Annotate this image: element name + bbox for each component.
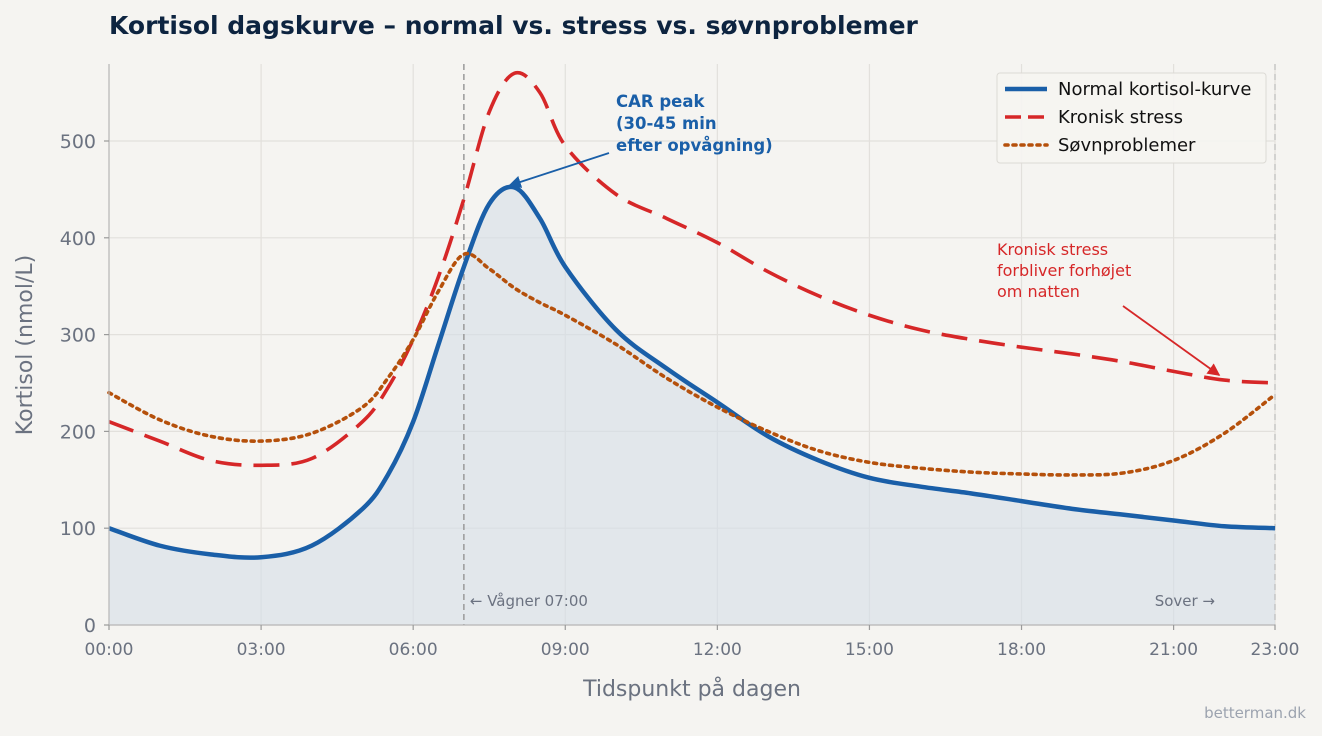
axes <box>108 64 1275 626</box>
stress-arrow <box>1122 305 1221 376</box>
y-tick-label: 400 <box>60 228 96 250</box>
y-tick-label: 100 <box>60 518 96 540</box>
legend-label: Søvnproblemer <box>1058 135 1196 156</box>
series-line <box>108 70 1276 468</box>
x-tick-label: 06:00 <box>389 640 438 660</box>
x-tick-label: 23:00 <box>1251 640 1300 660</box>
series-lines <box>107 70 1277 560</box>
legend-label: Normal kortisol-kurve <box>1058 79 1251 100</box>
legend: Normal kortisol-kurve Kronisk stress Søvnp… <box>996 72 1267 164</box>
vline-label: Sover → <box>1155 592 1215 610</box>
vline-label: ← Vågner 07:00 <box>470 592 588 610</box>
legend-label: Kronisk stress <box>1058 107 1183 128</box>
stress-label: om natten <box>997 282 1080 301</box>
annotations: CAR peak (30-45 min efter opvågning) Kronis… <box>508 92 1221 376</box>
x-tick-label: 03:00 <box>237 640 286 660</box>
x-axis-label: Tidspunkt på dagen <box>582 676 801 702</box>
x-tick-label: 12:00 <box>693 640 742 660</box>
series-line <box>107 251 1277 477</box>
series-line <box>108 184 1276 560</box>
y-axis-label: Kortisol (nmol/L) <box>13 255 38 435</box>
chart-title: Kortisol dagskurve – normal vs. stress v… <box>109 11 919 40</box>
area-fill-layer <box>109 186 1275 625</box>
x-tick-label: 21:00 <box>1149 640 1198 660</box>
car-peak-label: (30-45 min <box>616 114 717 133</box>
x-tick-label: 00:00 <box>85 640 134 660</box>
y-tick-label: 0 <box>84 615 96 637</box>
vertical-markers: ← Vågner 07:00 Sover → <box>463 64 1276 625</box>
y-tick-label: 500 <box>60 131 96 153</box>
x-tick-label: 09:00 <box>541 640 590 660</box>
series-area-fill <box>109 186 1275 625</box>
stress-label: forbliver forhøjet <box>997 261 1131 280</box>
credit-text: betterman.dk <box>1204 704 1306 722</box>
y-tick-label: 300 <box>60 325 96 347</box>
stress-label: Kronisk stress <box>997 240 1108 259</box>
car-peak-arrow <box>508 152 610 188</box>
car-peak-label: efter opvågning) <box>616 136 773 155</box>
car-peak-label: CAR peak <box>616 92 705 111</box>
x-tick-label: 15:00 <box>845 640 894 660</box>
y-tick-label: 200 <box>60 421 96 443</box>
legend-box <box>996 72 1267 164</box>
tick-labels: 00:00 03:00 06:00 09:00 12:00 15:00 18:00 21:00… <box>60 131 1300 660</box>
x-tick-label: 18:00 <box>997 640 1046 660</box>
